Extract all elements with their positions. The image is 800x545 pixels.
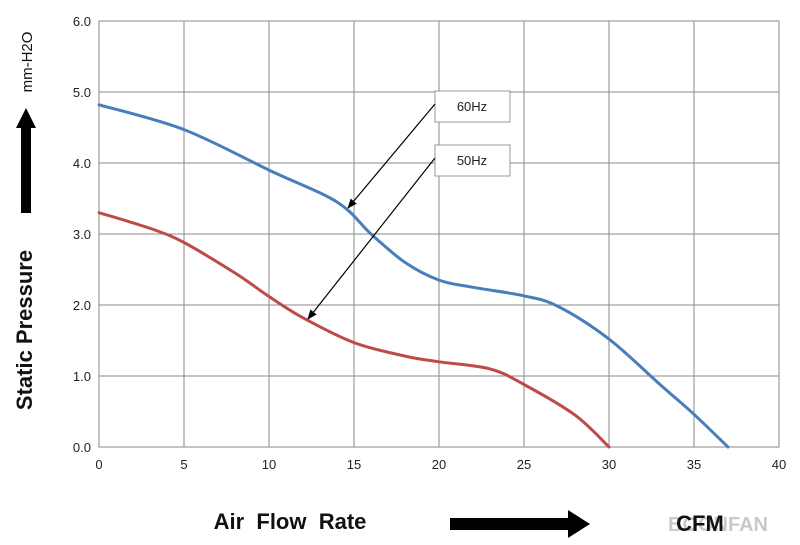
x-tick-label: 25 (517, 457, 531, 472)
y-tick-label: 6.0 (73, 14, 91, 29)
x-axis-unit: CFM (676, 511, 724, 536)
y-axis-title: Static Pressure mm-H2O (12, 32, 37, 411)
callout-50hz-box (434, 144, 511, 177)
series-lines (97, 103, 730, 449)
callout-50hz-arrow (307, 157, 436, 320)
y-tick-label: 1.0 (73, 369, 91, 384)
y-axis-arrow (16, 108, 36, 213)
series-line-50hz (97, 211, 611, 449)
callout-60hz-label: 60Hz (457, 99, 487, 114)
x-tick-label: 5 (180, 457, 187, 472)
y-tick-label: 2.0 (73, 298, 91, 313)
watermark: BOONFAN (668, 514, 768, 536)
callout-50hz: 50Hz (307, 144, 511, 320)
callout-60hz-arrow (347, 103, 436, 209)
x-tick-label: 10 (262, 457, 276, 472)
y-tick-label: 3.0 (73, 227, 91, 242)
y-tick-labels: 0.0 1.0 2.0 3.0 4.0 5.0 6.0 (73, 14, 91, 455)
callout-50hz-label: 50Hz (457, 153, 487, 168)
x-tick-label: 0 (95, 457, 102, 472)
x-tick-labels: 0 5 10 15 20 25 30 35 40 (95, 457, 786, 472)
x-tick-label: 30 (602, 457, 616, 472)
callout-60hz-box (434, 90, 511, 123)
y-axis-label: Static Pressure (12, 250, 37, 410)
x-tick-label: 20 (432, 457, 446, 472)
y-tick-label: 4.0 (73, 156, 91, 171)
x-axis-arrow (450, 510, 590, 538)
y-tick-label: 5.0 (73, 85, 91, 100)
y-tick-label: 0.0 (73, 440, 91, 455)
y-axis-unit: mm-H2O (19, 32, 36, 93)
x-tick-label: 15 (347, 457, 361, 472)
x-tick-label: 35 (687, 457, 701, 472)
series-line-60hz (97, 103, 730, 449)
x-axis-label: Air Flow Rate (214, 509, 367, 534)
callout-60hz: 60Hz (347, 90, 511, 209)
x-tick-label: 40 (772, 457, 786, 472)
grid (98, 20, 780, 448)
